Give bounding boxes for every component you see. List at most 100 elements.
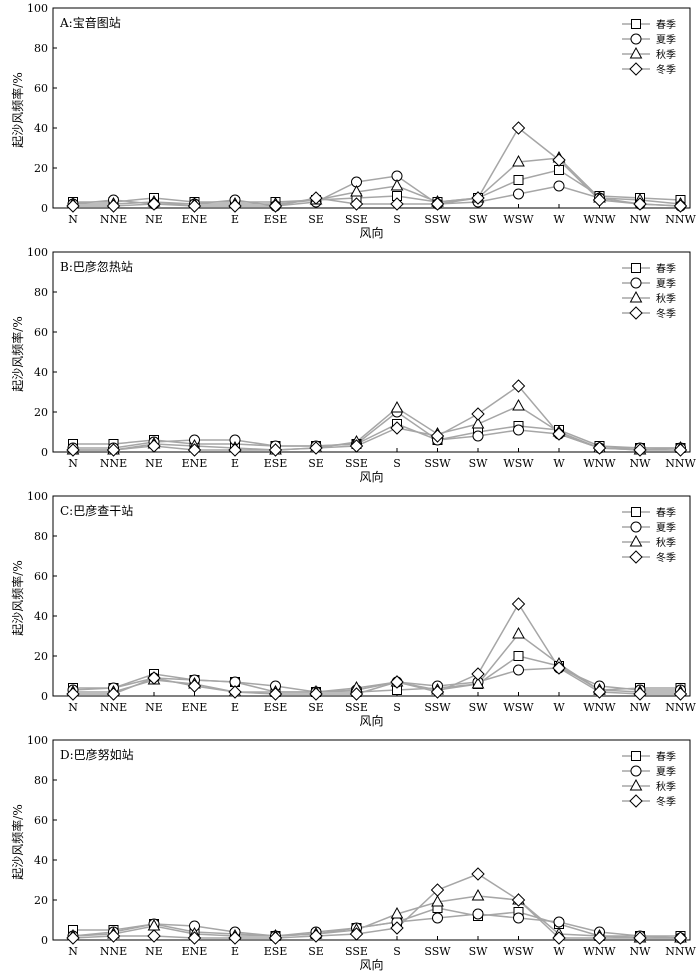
data-point [390, 675, 404, 689]
data-point [472, 430, 484, 442]
x-tick-label: SSW [424, 945, 451, 958]
data-point [268, 687, 283, 701]
series-line-2 [72, 175, 681, 207]
data-point [673, 687, 688, 701]
data-point [228, 443, 242, 457]
x-tick-label: SE [308, 457, 324, 470]
legend-marker [629, 794, 643, 808]
x-tick-label: S [393, 213, 401, 226]
data-point [349, 687, 364, 701]
data-point [552, 931, 566, 945]
data-point [349, 439, 364, 453]
data-point [552, 427, 566, 441]
plot-frame [52, 739, 691, 941]
data-point [228, 199, 242, 213]
x-tick-label: ENE [182, 945, 208, 958]
data-point [390, 421, 404, 435]
y-tick-label: 80 [34, 286, 48, 299]
y-tick-label: 60 [34, 570, 48, 583]
legend-label: 春季 [656, 19, 676, 31]
data-point [66, 687, 80, 701]
legend-label: 春季 [656, 263, 676, 275]
data-point [513, 664, 524, 676]
legend-label: 夏季 [656, 766, 676, 778]
panel-title: A:宝音图站 [59, 15, 121, 30]
legend-label: 夏季 [656, 34, 676, 46]
data-point [309, 929, 323, 943]
y-tick-label: 0 [41, 934, 48, 947]
data-point [513, 424, 524, 436]
legend-marker [631, 19, 641, 29]
data-point [309, 687, 323, 701]
x-tick-label: S [393, 945, 401, 958]
legend-marker [631, 751, 641, 761]
legend-marker [629, 46, 643, 59]
y-tick-label: 100 [27, 734, 48, 747]
x-tick-label: NW [630, 945, 652, 958]
data-point [390, 400, 404, 413]
data-point [430, 197, 445, 211]
legend-marker [631, 263, 641, 273]
data-point [471, 676, 485, 689]
data-point [511, 893, 526, 907]
y-tick-label: 20 [34, 162, 48, 175]
legend-marker [629, 290, 643, 303]
data-point [390, 921, 404, 935]
x-tick-label: W [553, 213, 565, 226]
data-point [268, 443, 283, 457]
x-tick-label: NW [630, 213, 652, 226]
data-point [472, 908, 484, 920]
x-tick-label: SW [469, 213, 489, 226]
data-point [268, 199, 283, 213]
data-point [309, 441, 323, 455]
x-tick-label: NE [145, 213, 163, 226]
x-tick-label: W [553, 701, 565, 714]
data-point [228, 685, 242, 699]
panel-title: C:巴彦查干站 [60, 503, 133, 518]
data-point [552, 153, 566, 167]
data-point [673, 443, 688, 457]
y-tick-label: 20 [34, 406, 48, 419]
x-tick-label: S [393, 457, 401, 470]
legend-label: 冬季 [656, 795, 676, 808]
y-tick-label: 80 [34, 774, 48, 787]
x-tick-label: WNW [583, 701, 616, 714]
data-point [513, 651, 524, 661]
series-line-3 [73, 632, 681, 693]
y-tick-label: 0 [41, 446, 48, 459]
x-tick-label: NNW [665, 701, 696, 714]
data-point [106, 199, 121, 213]
chart-panel-4: 0 20 40 60 80 100 N NNE NE ENE E ESE SE SSE S SSW SW WSW W… [10, 734, 696, 972]
x-tick-label: ENE [182, 213, 208, 226]
legend-label: 春季 [656, 751, 676, 763]
data-point [309, 191, 323, 205]
x-tick-label: ESE [264, 945, 288, 958]
x-tick-label: ENE [182, 701, 208, 714]
data-point [554, 165, 564, 175]
data-point [592, 931, 607, 945]
data-point [511, 597, 526, 611]
y-tick-label: 100 [27, 490, 48, 503]
legend-marker [629, 306, 643, 320]
data-point [66, 199, 80, 213]
legend-label: 冬季 [656, 551, 676, 564]
data-point [66, 443, 80, 457]
data-point [633, 931, 647, 945]
x-tick-label: NNW [665, 945, 696, 958]
y-axis-label: 起沙风频率/% [10, 72, 25, 147]
legend-label: 秋季 [656, 48, 676, 61]
legend-marker [631, 507, 641, 517]
plot-frame [52, 495, 691, 697]
data-point [268, 931, 283, 945]
data-point [471, 407, 485, 421]
x-tick-label: E [231, 457, 239, 470]
y-tick-label: 100 [27, 2, 48, 15]
legend-label: 秋季 [656, 536, 676, 549]
data-point [66, 931, 80, 945]
legend-label: 夏季 [656, 278, 676, 290]
data-point [471, 191, 485, 205]
x-tick-label: SSW [424, 457, 451, 470]
panel-title: B:巴彦忽热站 [60, 259, 133, 274]
data-point [592, 685, 607, 699]
legend-label: 秋季 [656, 292, 676, 305]
